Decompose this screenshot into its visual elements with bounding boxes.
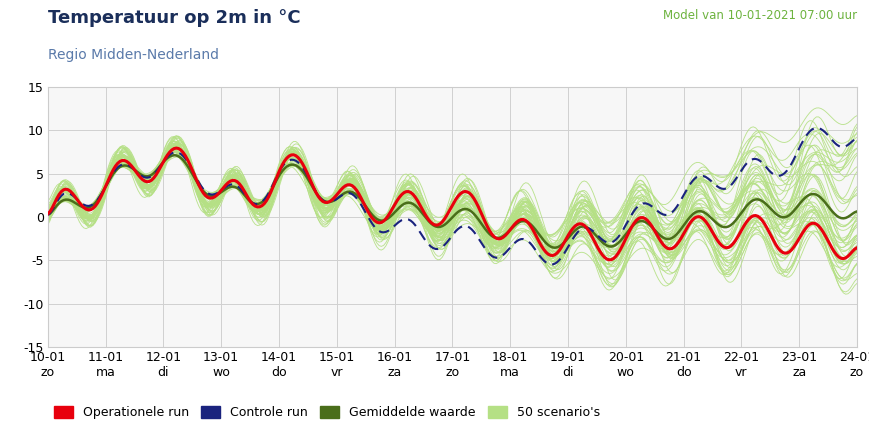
Text: Temperatuur op 2m in °C: Temperatuur op 2m in °C [48, 9, 300, 26]
Text: Model van 10-01-2021 07:00 uur: Model van 10-01-2021 07:00 uur [662, 9, 856, 22]
Text: Regio Midden-Nederland: Regio Midden-Nederland [48, 48, 219, 62]
Legend: Operationele run, Controle run, Gemiddelde waarde, 50 scenario's: Operationele run, Controle run, Gemiddel… [54, 406, 600, 419]
